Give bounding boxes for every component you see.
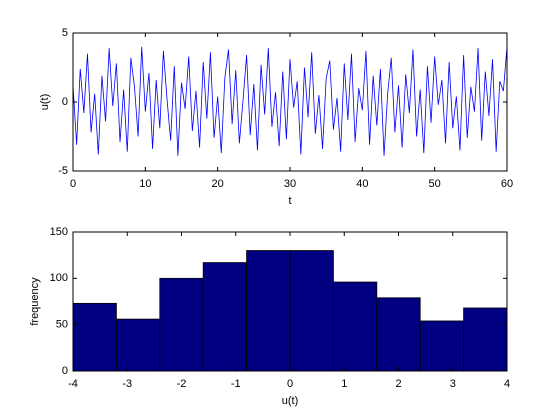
y-tick-label: 0 xyxy=(62,96,68,108)
histogram-bar xyxy=(72,302,117,372)
y-tick-label: 100 xyxy=(50,272,68,284)
x-tick-label: -2 xyxy=(177,378,187,390)
histogram-bar xyxy=(376,297,421,372)
x-tick-label: 0 xyxy=(287,378,293,390)
x-tick-label: 0 xyxy=(70,178,76,190)
histogram-bar xyxy=(289,250,334,372)
x-tick-label: 3 xyxy=(450,378,456,390)
histogram-bar xyxy=(116,318,161,372)
x-tick-label: 10 xyxy=(139,178,151,190)
x-axis-label: u(t) xyxy=(282,395,299,407)
y-axis-label: frequency xyxy=(29,277,41,326)
x-tick-label: -1 xyxy=(231,378,241,390)
histogram-bar xyxy=(332,281,378,372)
x-tick-label: 50 xyxy=(429,178,441,190)
x-tick-label: 40 xyxy=(356,178,368,190)
x-tick-label: 60 xyxy=(501,178,513,190)
x-tick-label: 30 xyxy=(284,178,296,190)
x-tick-label: 4 xyxy=(504,378,510,390)
y-axis-label: u(t) xyxy=(39,94,51,111)
x-tick-label: -4 xyxy=(68,378,78,390)
x-axis-label: t xyxy=(288,195,291,207)
y-tick-label: 150 xyxy=(50,226,68,238)
x-tick-label: 1 xyxy=(341,378,347,390)
x-tick-label: 20 xyxy=(212,178,224,190)
histogram-bar xyxy=(159,277,204,372)
y-tick-label: 0 xyxy=(62,365,68,377)
histogram-bar xyxy=(463,307,508,372)
axes-background xyxy=(73,33,507,171)
y-tick-label: 5 xyxy=(62,27,68,39)
y-tick-label: -5 xyxy=(58,165,68,177)
signal-line xyxy=(72,46,508,156)
histogram-bar xyxy=(419,320,465,372)
y-tick-label: 50 xyxy=(56,319,68,331)
x-tick-label: -3 xyxy=(122,378,132,390)
histogram-bar xyxy=(246,250,291,372)
x-tick-label: 2 xyxy=(395,378,401,390)
histogram-bar xyxy=(202,262,247,372)
